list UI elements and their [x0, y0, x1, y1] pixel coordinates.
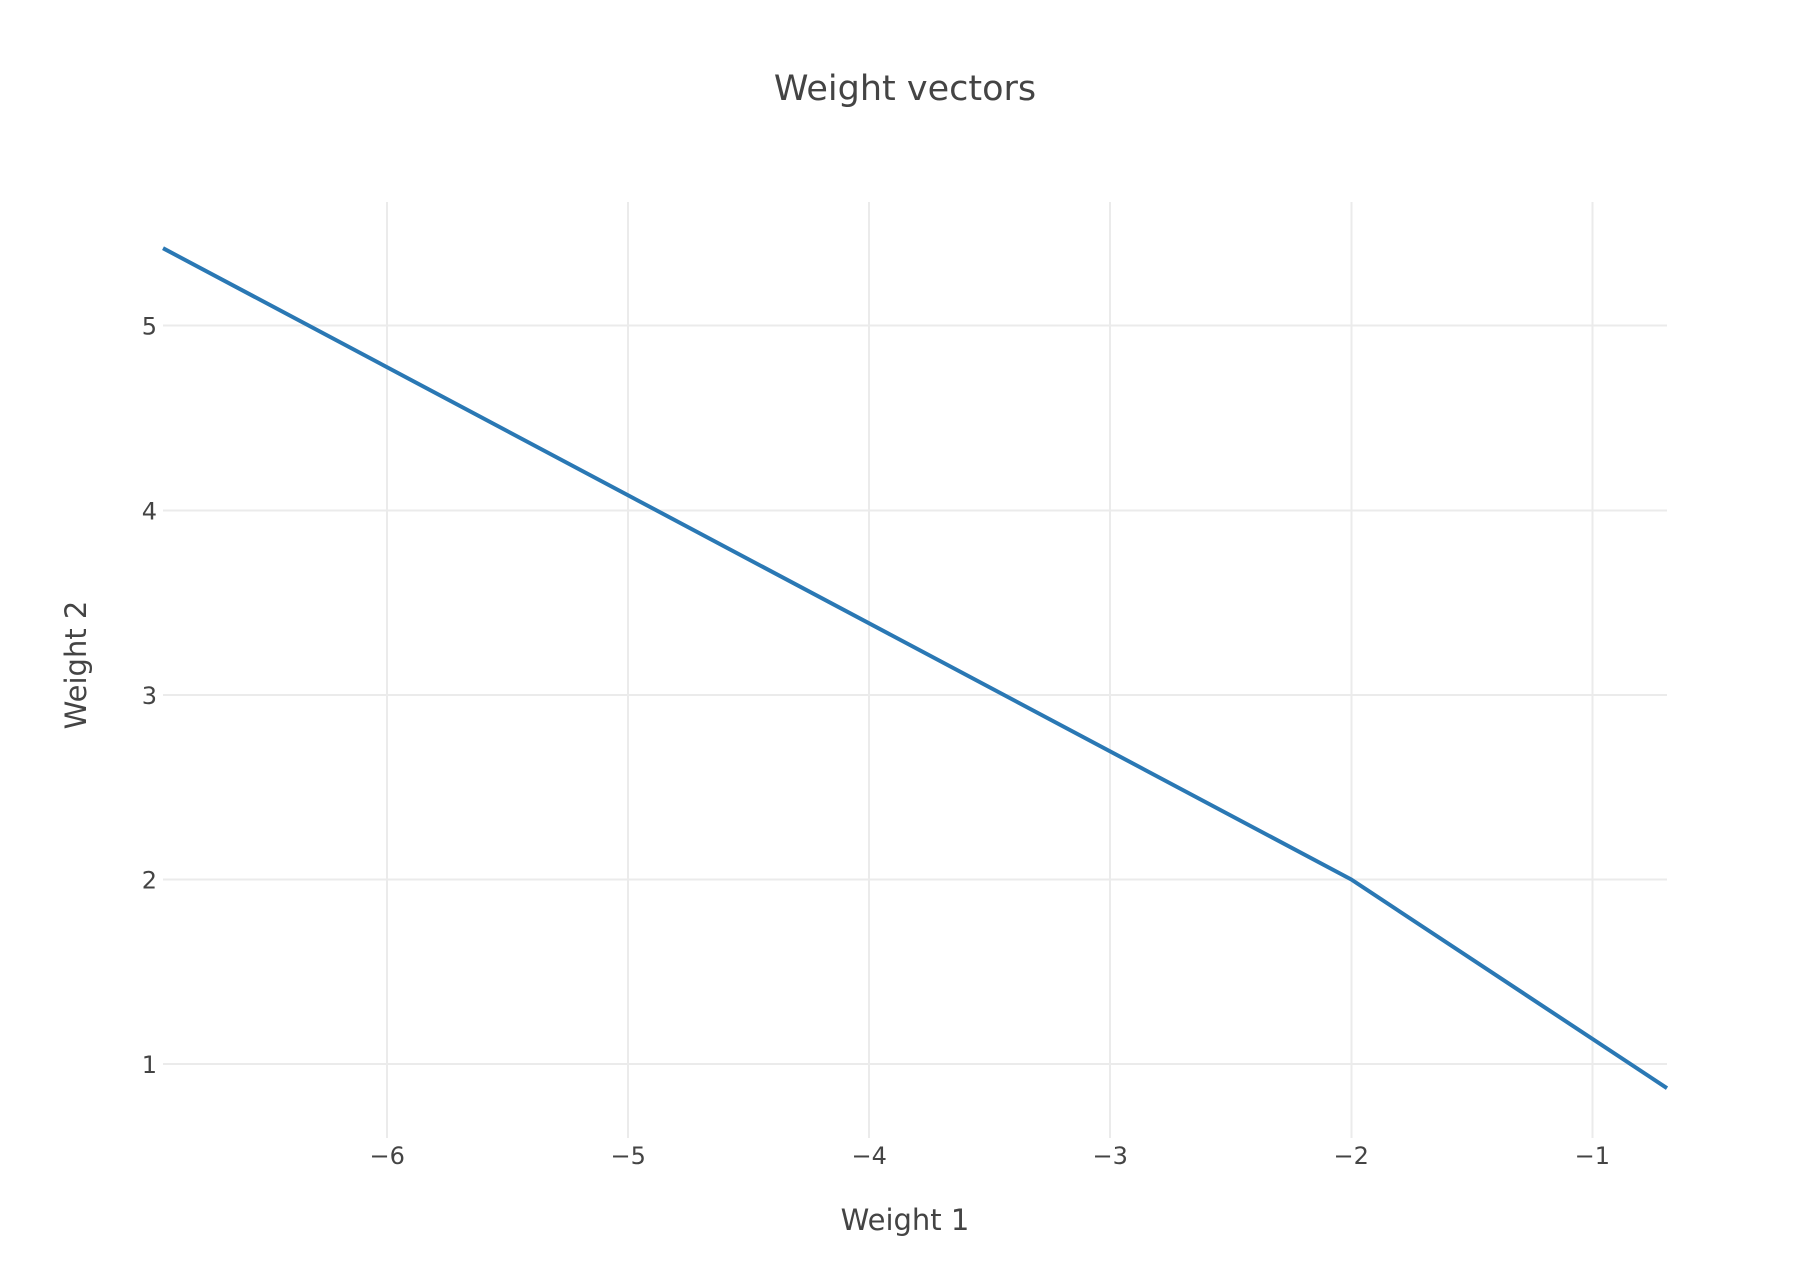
y-axis-title: Weight 2 — [59, 601, 93, 730]
x-tick-label: −6 — [369, 1142, 404, 1170]
y-tick-label: 4 — [142, 497, 157, 525]
y-tick-label: 5 — [142, 313, 157, 341]
x-tick-label: −4 — [852, 1142, 887, 1170]
x-tick-label: −2 — [1334, 1142, 1369, 1170]
chart-title: Weight vectors — [774, 69, 1036, 109]
y-tick-labels: 1 2 3 4 5 — [142, 313, 157, 1079]
y-tick-label: 2 — [142, 867, 157, 895]
x-tick-label: −5 — [610, 1142, 645, 1170]
x-tick-label: −1 — [1575, 1142, 1610, 1170]
series-layer — [162, 246, 1669, 1090]
y-tick-label: 1 — [142, 1051, 157, 1079]
y-gridlines — [163, 324, 1667, 1066]
series-line — [162, 246, 1669, 1090]
x-axis-title: Weight 1 — [841, 1203, 970, 1237]
y-tick-label: 3 — [142, 682, 157, 710]
x-gridlines — [386, 202, 1594, 1138]
x-tick-label: −3 — [1093, 1142, 1128, 1170]
x-tick-labels: −6 −5 −4 −3 −2 −1 — [369, 1142, 1610, 1170]
